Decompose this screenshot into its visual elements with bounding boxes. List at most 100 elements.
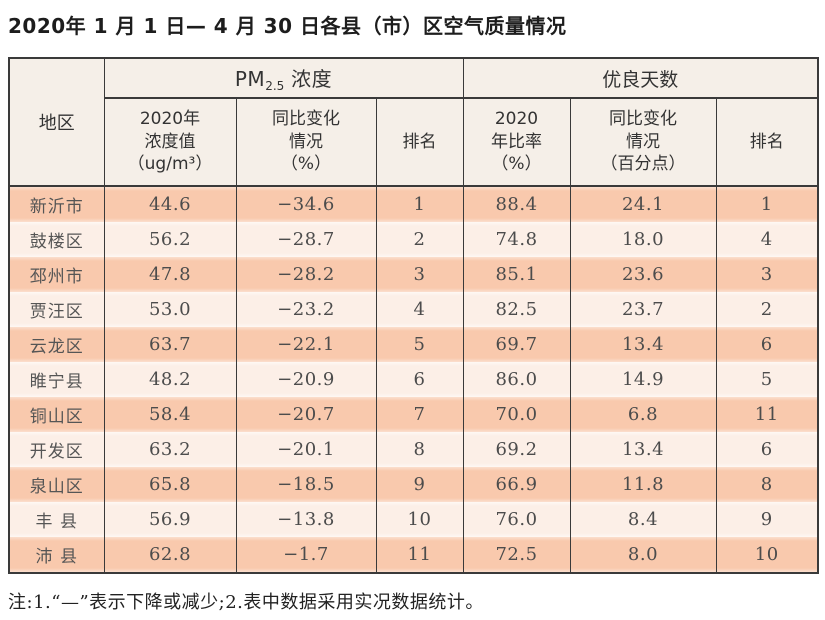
pm-change-cell: −13.8	[235, 502, 377, 537]
good-change-cell: 18.0	[569, 222, 717, 257]
region-cell: 鼓楼区	[8, 222, 105, 257]
region-cell: 睢宁县	[8, 362, 105, 397]
pm-value-cell: 63.2	[103, 432, 237, 467]
pm25-label-prefix: PM	[234, 67, 266, 91]
table-header: 地区 PM2.5 浓度 优良天数 2020年 浓度值 （ug/m³） 同比变化 …	[8, 58, 819, 186]
pm25-label-subscript: 2.5	[265, 79, 285, 93]
pm-value-cell: 63.7	[103, 327, 237, 362]
good-change-cell: 11.8	[569, 467, 717, 502]
pm-rank-cell: 6	[375, 362, 464, 397]
table-row: 新沂市 44.6 −34.6 1 88.4 24.1 1	[8, 186, 819, 222]
pm25-label-suffix: 浓度	[284, 67, 333, 91]
pm-change-cell: −18.5	[235, 467, 377, 502]
pm-change-cell: −28.7	[235, 222, 377, 257]
column-header-pm-rank: 排名	[375, 98, 464, 186]
pm-rank-cell: 1	[375, 186, 464, 222]
good-rank-cell: 3	[715, 257, 819, 292]
good-change-cell: 6.8	[569, 397, 717, 432]
pm-value-cell: 65.8	[103, 467, 237, 502]
column-header-good-ratio: 2020 年比率 （%）	[462, 98, 571, 186]
table-row: 丰 县 56.9 −13.8 10 76.0 8.4 9	[8, 502, 819, 537]
good-ratio-cell: 69.2	[462, 432, 571, 467]
pm-rank-cell: 5	[375, 327, 464, 362]
good-rank-cell: 9	[715, 502, 819, 537]
region-cell: 开发区	[8, 432, 105, 467]
pm-rank-cell: 3	[375, 257, 464, 292]
column-header-region: 地区	[8, 58, 105, 186]
table-row: 沛 县 62.8 −1.7 11 72.5 8.0 10	[8, 537, 819, 573]
column-header-good-rank: 排名	[715, 98, 819, 186]
region-cell: 邳州市	[8, 257, 105, 292]
good-rank-cell: 1	[715, 186, 819, 222]
table-row: 贾汪区 53.0 −23.2 4 82.5 23.7 2	[8, 292, 819, 327]
good-ratio-cell: 88.4	[462, 186, 571, 222]
pm-rank-cell: 11	[375, 537, 464, 573]
good-ratio-cell: 86.0	[462, 362, 571, 397]
region-cell: 贾汪区	[8, 292, 105, 327]
pm-value-cell: 48.2	[103, 362, 237, 397]
good-change-cell: 13.4	[569, 327, 717, 362]
good-rank-cell: 10	[715, 537, 819, 573]
good-ratio-cell: 76.0	[462, 502, 571, 537]
table-row: 鼓楼区 56.2 −28.7 2 74.8 18.0 4	[8, 222, 819, 257]
pm-change-cell: −20.7	[235, 397, 377, 432]
good-ratio-cell: 70.0	[462, 397, 571, 432]
pm-value-cell: 56.2	[103, 222, 237, 257]
pm-rank-cell: 9	[375, 467, 464, 502]
table-row: 泉山区 65.8 −18.5 9 66.9 11.8 8	[8, 467, 819, 502]
good-change-cell: 23.6	[569, 257, 717, 292]
pm-rank-cell: 2	[375, 222, 464, 257]
page-title: 2020年 1 月 1 日— 4 月 30 日各县（市）区空气质量情况	[8, 14, 567, 38]
footnote: 注:1.“—”表示下降或减少;2.表中数据采用实况数据统计。	[8, 592, 484, 613]
table-row: 铜山区 58.4 −20.7 7 70.0 6.8 11	[8, 397, 819, 432]
column-header-pm-value: 2020年 浓度值 （ug/m³）	[103, 98, 237, 186]
table-row: 云龙区 63.7 −22.1 5 69.7 13.4 6	[8, 327, 819, 362]
pm-change-cell: −1.7	[235, 537, 377, 573]
column-header-good-change: 同比变化 情况 （百分点）	[569, 98, 717, 186]
good-rank-cell: 8	[715, 467, 819, 502]
air-quality-table: 地区 PM2.5 浓度 优良天数 2020年 浓度值 （ug/m³） 同比变化 …	[8, 57, 819, 574]
pm-value-cell: 62.8	[103, 537, 237, 573]
good-change-cell: 8.4	[569, 502, 717, 537]
group-header-good-days: 优良天数	[462, 58, 819, 99]
region-cell: 泉山区	[8, 467, 105, 502]
table-body: 新沂市 44.6 −34.6 1 88.4 24.1 1 鼓楼区 56.2 −2…	[8, 186, 819, 573]
region-cell: 云龙区	[8, 327, 105, 362]
pm-value-cell: 53.0	[103, 292, 237, 327]
good-ratio-cell: 85.1	[462, 257, 571, 292]
good-change-cell: 13.4	[569, 432, 717, 467]
good-rank-cell: 2	[715, 292, 819, 327]
good-ratio-cell: 72.5	[462, 537, 571, 573]
good-change-cell: 23.7	[569, 292, 717, 327]
region-cell: 铜山区	[8, 397, 105, 432]
pm-rank-cell: 7	[375, 397, 464, 432]
good-ratio-cell: 69.7	[462, 327, 571, 362]
region-cell: 丰 县	[8, 502, 105, 537]
pm-value-cell: 58.4	[103, 397, 237, 432]
column-header-pm-change: 同比变化 情况 （%）	[235, 98, 377, 186]
good-change-cell: 24.1	[569, 186, 717, 222]
table-row: 邳州市 47.8 −28.2 3 85.1 23.6 3	[8, 257, 819, 292]
pm-value-cell: 56.9	[103, 502, 237, 537]
region-cell: 沛 县	[8, 537, 105, 573]
good-rank-cell: 4	[715, 222, 819, 257]
good-change-cell: 8.0	[569, 537, 717, 573]
table-row: 开发区 63.2 −20.1 8 69.2 13.4 6	[8, 432, 819, 467]
good-ratio-cell: 66.9	[462, 467, 571, 502]
group-header-pm25: PM2.5 浓度	[103, 58, 464, 99]
pm-change-cell: −22.1	[235, 327, 377, 362]
pm-rank-cell: 10	[375, 502, 464, 537]
pm-change-cell: −23.2	[235, 292, 377, 327]
good-ratio-cell: 74.8	[462, 222, 571, 257]
good-rank-cell: 6	[715, 432, 819, 467]
good-rank-cell: 6	[715, 327, 819, 362]
pm-change-cell: −20.9	[235, 362, 377, 397]
pm-change-cell: −20.1	[235, 432, 377, 467]
good-rank-cell: 5	[715, 362, 819, 397]
pm-change-cell: −34.6	[235, 186, 377, 222]
region-cell: 新沂市	[8, 186, 105, 222]
table-row: 睢宁县 48.2 −20.9 6 86.0 14.9 5	[8, 362, 819, 397]
pm-change-cell: −28.2	[235, 257, 377, 292]
pm-rank-cell: 4	[375, 292, 464, 327]
